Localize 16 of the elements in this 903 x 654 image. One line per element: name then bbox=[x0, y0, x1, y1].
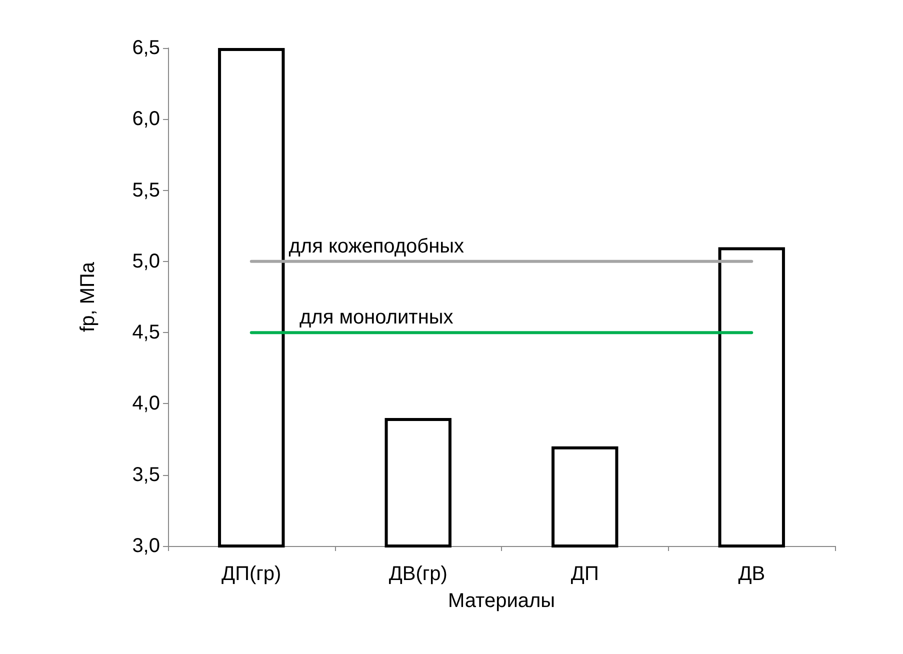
y-axis-title: fр, МПа bbox=[77, 261, 99, 332]
y-tick-label: 4,0 bbox=[132, 392, 160, 415]
y-tick-label: 5,5 bbox=[132, 179, 160, 202]
x-tick-label: ДВ(гр) bbox=[388, 563, 448, 585]
x-tick-label: ДВ bbox=[738, 563, 766, 585]
y-tick-label: 3,5 bbox=[132, 464, 160, 486]
x-axis-title: Материалы bbox=[448, 590, 556, 612]
y-tick-label: 5,0 bbox=[132, 250, 160, 272]
x-tick-label: ДП bbox=[570, 563, 599, 585]
y-tick-label: 6,5 bbox=[132, 37, 160, 59]
x-tick-label: ДП(гр) bbox=[222, 563, 282, 585]
y-tick-label: 4,5 bbox=[132, 322, 160, 344]
y-tick-label: 6,0 bbox=[132, 108, 160, 130]
y-tick-label: 3,0 bbox=[132, 535, 160, 557]
series-label: для кожеподобных bbox=[288, 235, 464, 258]
series-label: для монолитных bbox=[300, 306, 454, 329]
